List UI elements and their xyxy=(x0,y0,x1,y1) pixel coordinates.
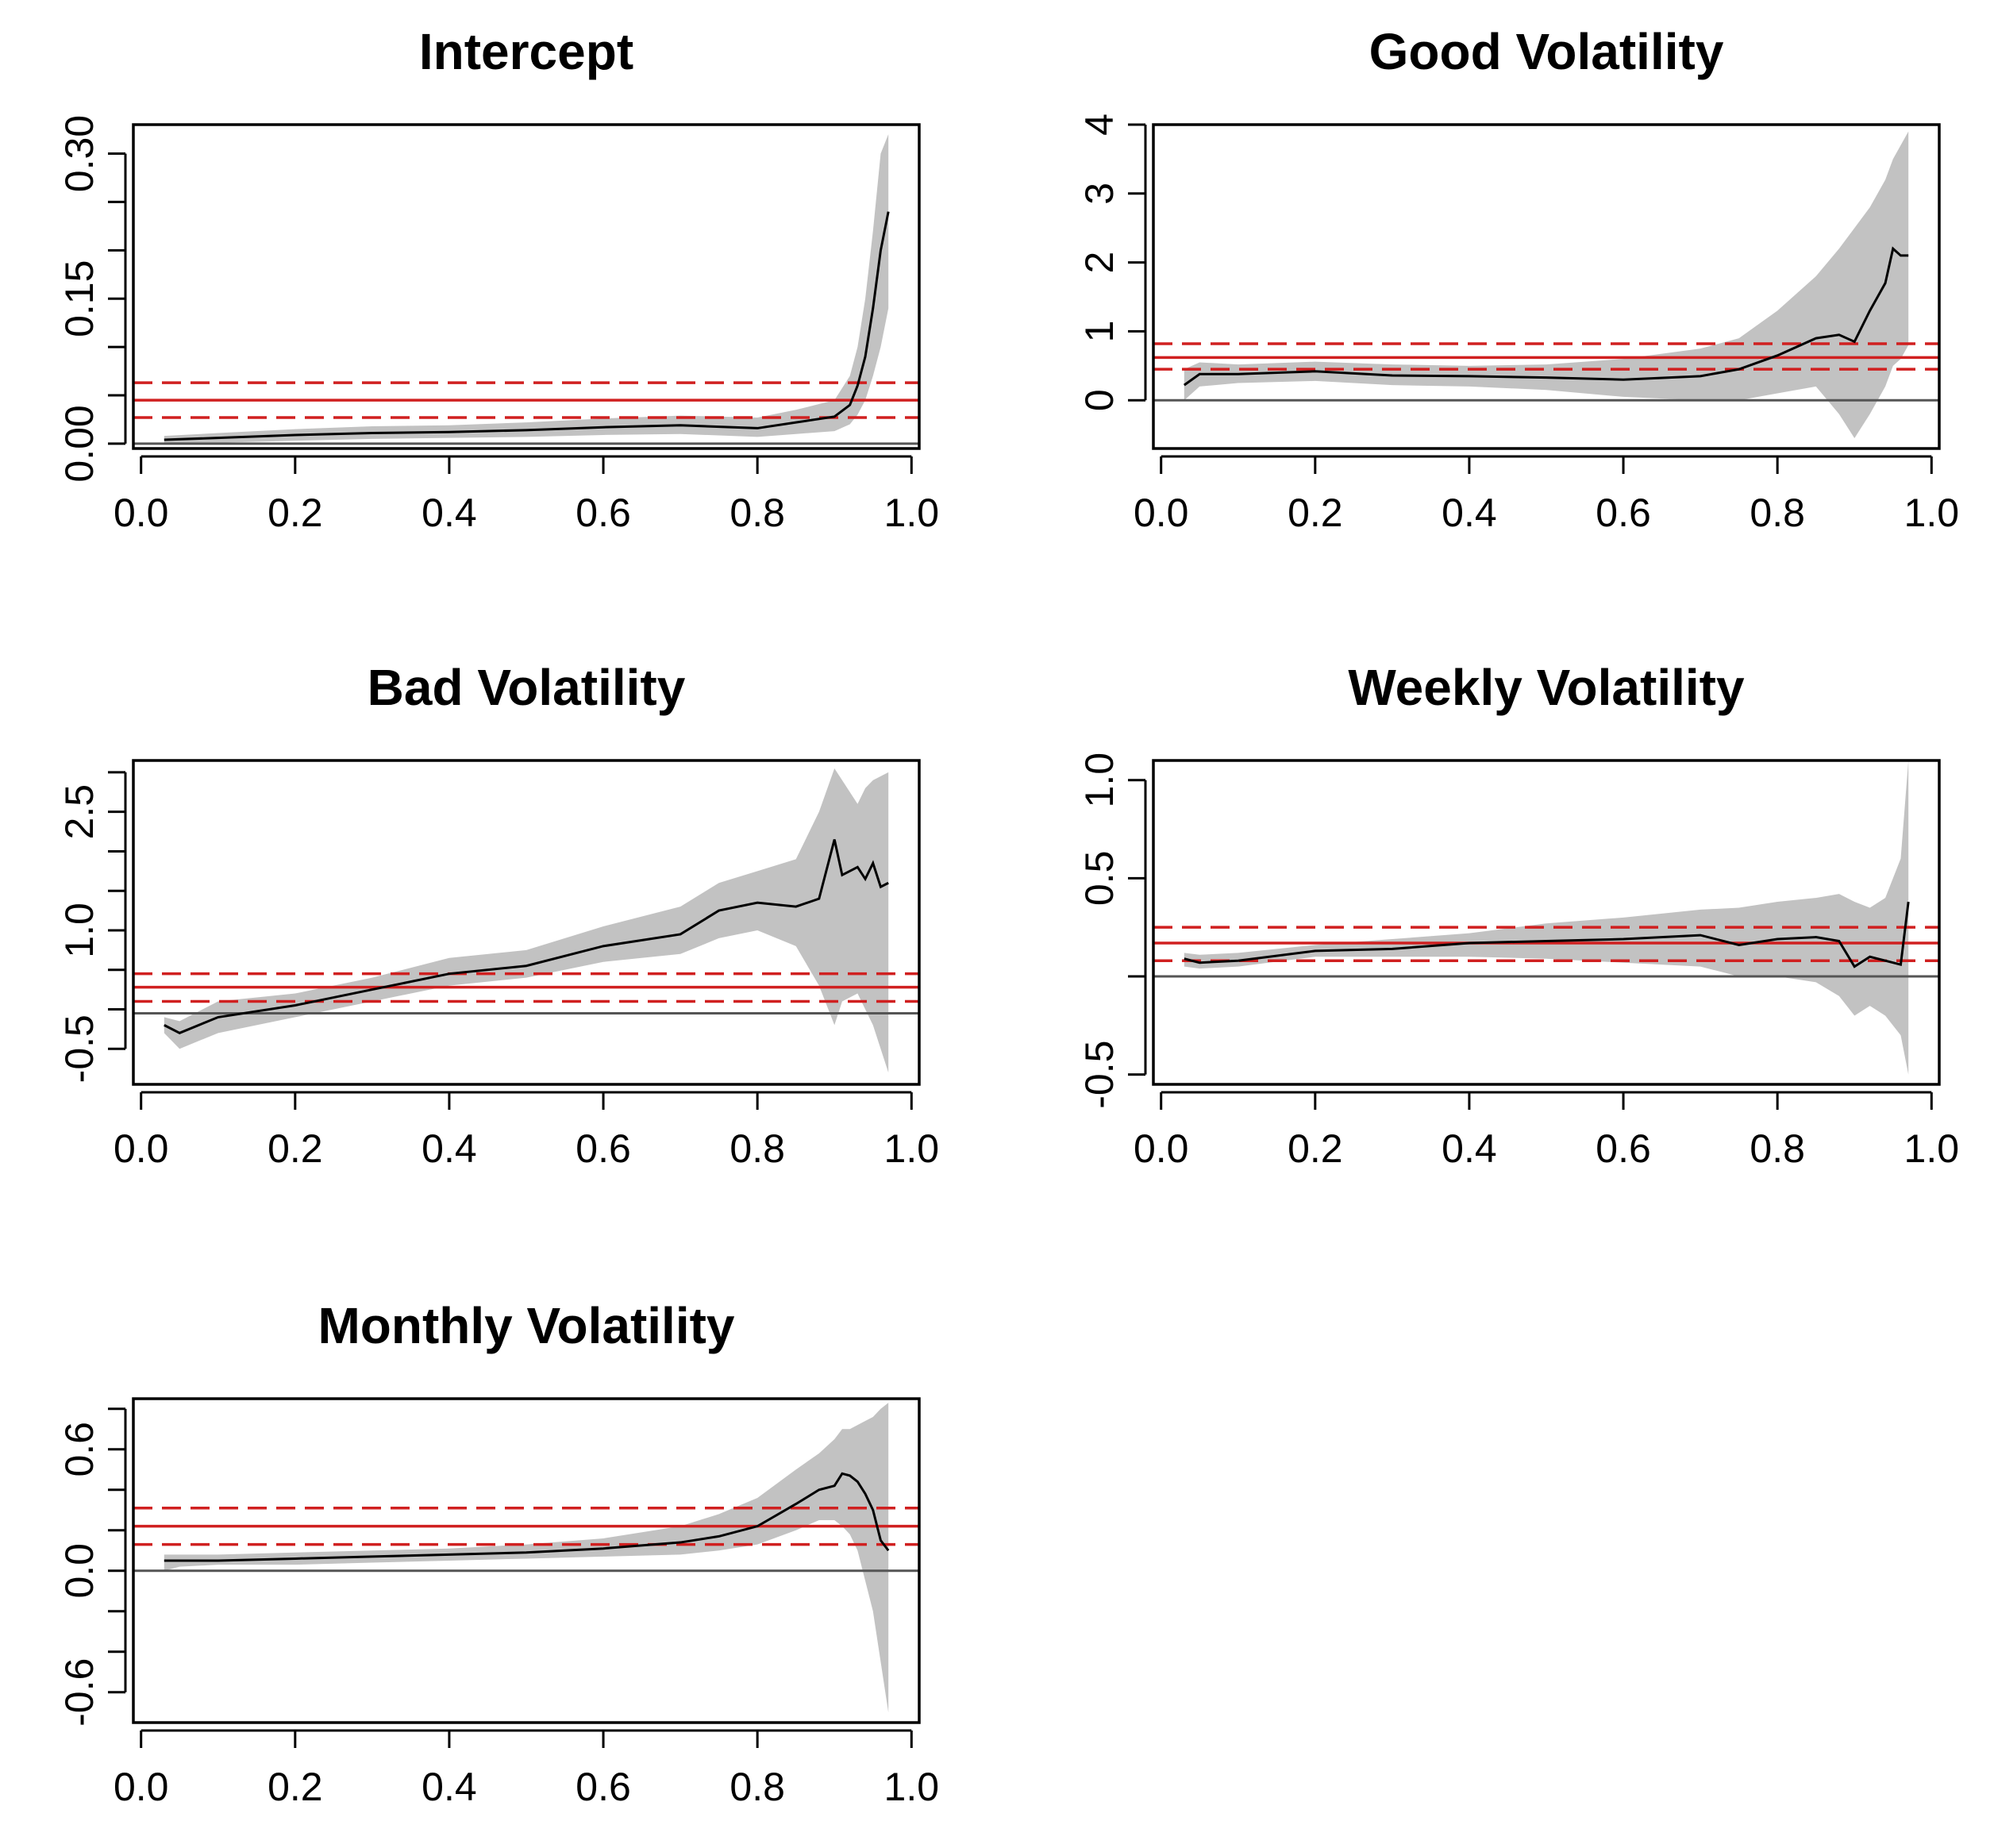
x-tick-label: 0.0 xyxy=(1134,1126,1189,1171)
plot-frame xyxy=(1152,759,1941,1086)
y-tick-label: 0.6 xyxy=(57,1422,102,1477)
quantile-estimate-line xyxy=(164,211,890,441)
x-tick-label: 1.0 xyxy=(1904,491,1960,535)
plot-area-intercept xyxy=(133,134,919,445)
y-tick-label: 1.0 xyxy=(57,903,102,958)
y-axis: 0.00 0.15 0.30 xyxy=(57,115,127,483)
y-tick-label: 1.0 xyxy=(1077,753,1122,808)
panel-intercept: Intercept 0.0 0.2 0.4 0.6 0.8 1.0 0.00 0.15 0.30 xyxy=(57,23,939,535)
x-axis: 0.0 0.2 0.4 0.6 0.8 1.0 xyxy=(1134,1091,1960,1171)
x-tick-label: 0.8 xyxy=(729,1765,785,1809)
y-axis: -0.5 1.0 2.5 xyxy=(57,771,127,1083)
x-tick-label: 0.0 xyxy=(1134,491,1189,535)
x-tick-label: 0.4 xyxy=(422,491,477,535)
chart-title: Bad Volatility xyxy=(368,659,686,716)
quantile-estimate-line xyxy=(164,839,889,1034)
y-tick-label: 0.5 xyxy=(1077,851,1122,907)
y-axis: -0.5 0.5 1.0 xyxy=(1077,753,1147,1109)
x-tick-label: 1.0 xyxy=(884,1765,940,1809)
y-tick-label: 4 xyxy=(1077,114,1122,136)
x-tick-label: 0.8 xyxy=(1750,491,1805,535)
quantile-estimate-line xyxy=(1184,901,1910,968)
plot-area-good-volatility xyxy=(1153,131,1939,438)
x-axis: 0.0 0.2 0.4 0.6 0.8 1.0 xyxy=(114,1729,940,1809)
x-tick-label: 0.2 xyxy=(1288,491,1343,535)
x-axis: 0.0 0.2 0.4 0.6 0.8 1.0 xyxy=(114,455,940,535)
y-tick-label: 2.5 xyxy=(57,784,102,840)
x-tick-label: 1.0 xyxy=(884,1126,940,1171)
panel-weekly-volatility: Weekly Volatility 0.0 0.2 0.4 0.6 0.8 1.0 -0.5 0… xyxy=(1077,659,1959,1171)
y-tick-label: -0.5 xyxy=(1077,1041,1122,1109)
x-tick-label: 0.8 xyxy=(1750,1126,1805,1171)
plot-frame xyxy=(132,123,921,450)
chart-title: Monthly Volatility xyxy=(318,1297,734,1354)
chart-title: Good Volatility xyxy=(1369,23,1724,80)
confidence-band xyxy=(1184,131,1909,438)
chart-title: Weekly Volatility xyxy=(1348,659,1745,716)
y-tick-label: 0.00 xyxy=(57,405,102,482)
plot-frame xyxy=(132,1397,921,1724)
quantile-estimate-line xyxy=(1183,246,1909,387)
y-tick-label: -0.6 xyxy=(57,1658,102,1727)
y-tick-label: 2 xyxy=(1077,252,1122,274)
y-tick-label: 0.0 xyxy=(57,1543,102,1599)
y-tick-label: 0.30 xyxy=(57,115,102,192)
x-tick-label: 0.0 xyxy=(114,1765,169,1809)
plot-frame xyxy=(1152,123,1941,450)
x-tick-label: 1.0 xyxy=(884,491,940,535)
quantile-estimate-line xyxy=(164,1472,890,1562)
x-axis: 0.0 0.2 0.4 0.6 0.8 1.0 xyxy=(1134,455,1960,535)
x-tick-label: 0.8 xyxy=(729,1126,785,1171)
x-tick-label: 0.4 xyxy=(422,1126,477,1171)
y-tick-label: 1 xyxy=(1077,321,1122,343)
x-tick-label: 0.2 xyxy=(268,1126,323,1171)
x-tick-label: 0.8 xyxy=(729,491,785,535)
panel-good-volatility: Good Volatility 0.0 0.2 0.4 0.6 0.8 1.0 0 1 2 3 4 xyxy=(1077,23,1959,535)
panel-bad-volatility: Bad Volatility 0.0 0.2 0.4 0.6 0.8 1.0 -0.5 1.0 2… xyxy=(57,659,939,1171)
chart-title: Intercept xyxy=(419,23,633,80)
panel-monthly-volatility: Monthly Volatility 0.0 0.2 0.4 0.6 0.8 1.0 -0.6… xyxy=(57,1297,939,1809)
confidence-band xyxy=(164,1403,889,1713)
y-tick-label: 3 xyxy=(1077,183,1122,205)
x-axis: 0.0 0.2 0.4 0.6 0.8 1.0 xyxy=(114,1091,940,1171)
x-tick-label: 0.2 xyxy=(1288,1126,1343,1171)
x-tick-label: 0.0 xyxy=(114,491,169,535)
plot-area-weekly-volatility xyxy=(1153,760,1939,1075)
y-axis: 0 1 2 3 4 xyxy=(1077,114,1147,411)
y-tick-label: 0 xyxy=(1077,389,1122,411)
x-tick-label: 0.4 xyxy=(1442,1126,1497,1171)
x-tick-label: 0.4 xyxy=(1442,491,1497,535)
confidence-band xyxy=(164,768,889,1073)
x-tick-label: 0.6 xyxy=(575,1126,631,1171)
x-tick-label: 0.6 xyxy=(1596,491,1651,535)
x-tick-label: 0.2 xyxy=(268,1765,323,1809)
plot-area-monthly-volatility xyxy=(133,1403,919,1713)
x-tick-label: 0.4 xyxy=(422,1765,477,1809)
y-axis: -0.6 0.0 0.6 xyxy=(57,1407,127,1727)
confidence-band xyxy=(164,134,889,444)
plot-area-bad-volatility xyxy=(133,768,919,1073)
x-tick-label: 0.0 xyxy=(114,1126,169,1171)
x-tick-label: 1.0 xyxy=(1904,1126,1960,1171)
x-tick-label: 0.6 xyxy=(575,1765,631,1809)
x-tick-label: 0.6 xyxy=(1596,1126,1651,1171)
x-tick-label: 0.6 xyxy=(575,491,631,535)
y-tick-label: -0.5 xyxy=(57,1014,102,1083)
confidence-band xyxy=(1184,760,1909,1075)
x-tick-label: 0.2 xyxy=(268,491,323,535)
y-tick-label: 0.15 xyxy=(57,260,102,337)
plot-frame xyxy=(132,759,921,1086)
